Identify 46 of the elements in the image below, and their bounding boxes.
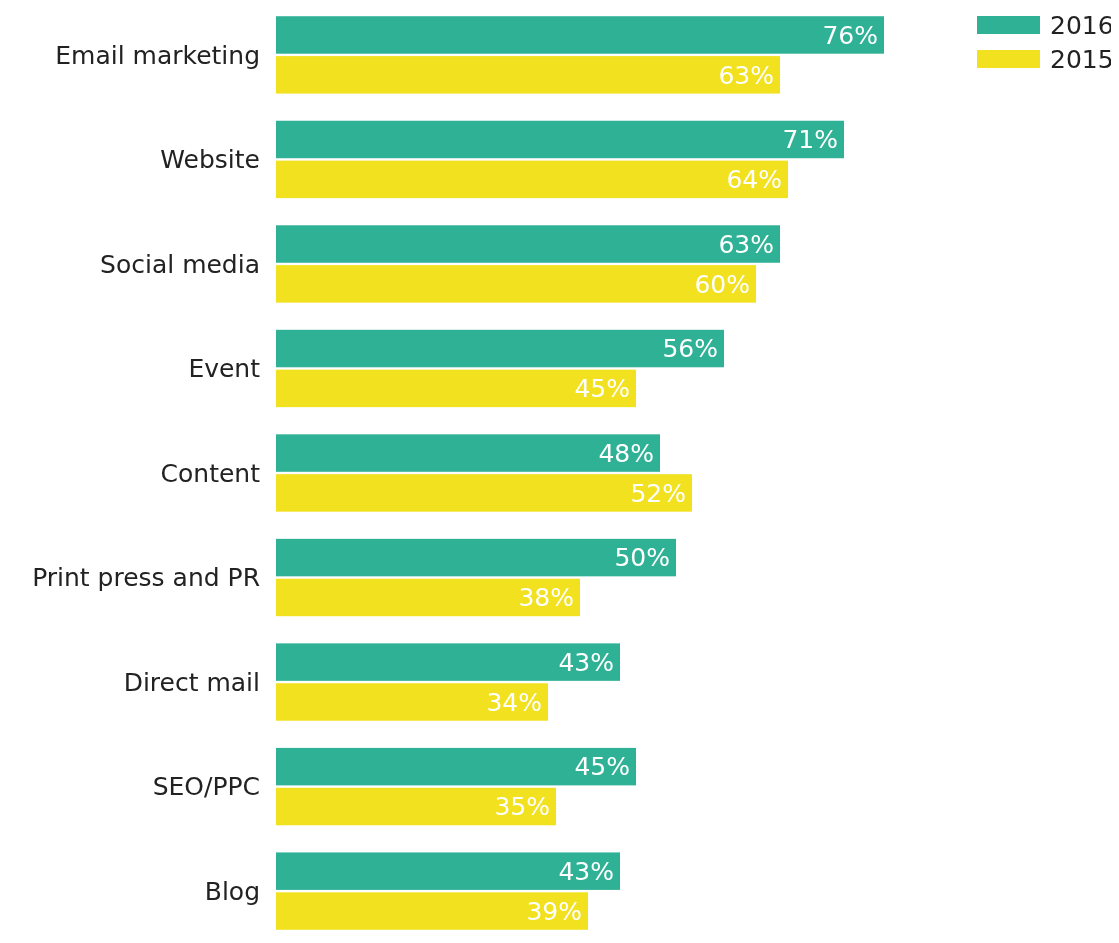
y-tick-label: Event — [188, 354, 261, 384]
data-label: 52% — [630, 478, 686, 508]
bar — [276, 538, 676, 577]
data-label: 63% — [718, 60, 774, 90]
bar — [276, 265, 756, 303]
legend-label: 2015 — [1050, 44, 1114, 74]
y-tick-label: Social media — [100, 249, 260, 279]
bar — [276, 329, 724, 368]
y-tick-label: SEO/PPC — [152, 772, 260, 802]
bar — [276, 56, 780, 94]
bar — [276, 474, 692, 512]
bar — [276, 16, 884, 54]
y-tick-label: Content — [160, 458, 261, 488]
bar — [276, 643, 620, 681]
y-tick-label: Print press and PR — [32, 563, 260, 593]
data-label: 56% — [662, 334, 718, 364]
bar — [276, 434, 660, 472]
data-label: 38% — [518, 583, 574, 613]
bar — [276, 225, 780, 263]
data-label: 76% — [822, 20, 878, 50]
y-tick-label: Email marketing — [55, 40, 260, 70]
data-label: 45% — [574, 752, 630, 782]
data-label: 39% — [526, 896, 582, 926]
data-label: 35% — [494, 792, 550, 822]
bar — [276, 160, 788, 199]
data-label: 43% — [558, 647, 614, 677]
data-label: 45% — [574, 374, 630, 404]
bar — [276, 683, 548, 721]
bar — [276, 369, 636, 408]
data-label: 43% — [558, 856, 614, 886]
y-tick-label: Blog — [204, 876, 260, 906]
y-tick-label: Direct mail — [123, 667, 260, 697]
bar — [276, 852, 620, 890]
data-label: 34% — [486, 687, 542, 717]
data-label: 50% — [614, 543, 670, 573]
data-label: 48% — [598, 438, 654, 468]
bar — [276, 787, 556, 826]
data-label: 64% — [726, 165, 782, 195]
bar — [276, 747, 636, 786]
data-label: 60% — [694, 269, 750, 299]
data-label: 63% — [718, 229, 774, 259]
bar — [276, 578, 580, 617]
bar — [276, 120, 844, 159]
bar — [276, 892, 588, 930]
y-tick-label: Website — [160, 145, 260, 175]
data-label: 71% — [782, 125, 838, 155]
